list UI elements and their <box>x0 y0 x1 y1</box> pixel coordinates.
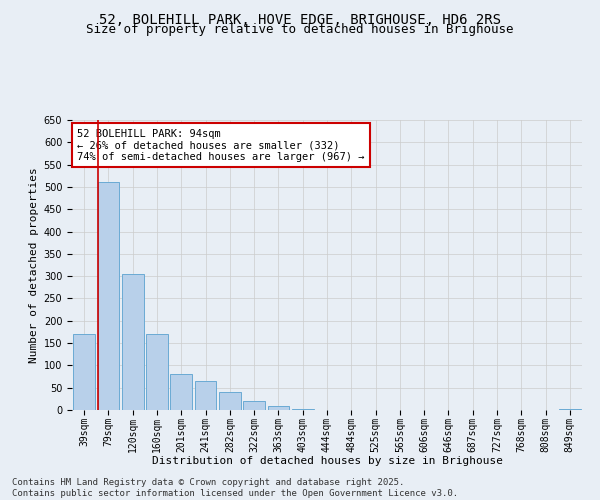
Bar <box>122 274 143 410</box>
Bar <box>292 408 314 410</box>
Text: Contains HM Land Registry data © Crown copyright and database right 2025.
Contai: Contains HM Land Registry data © Crown c… <box>12 478 458 498</box>
Bar <box>146 334 168 410</box>
Y-axis label: Number of detached properties: Number of detached properties <box>29 167 40 363</box>
Bar <box>219 392 241 410</box>
Bar <box>73 334 95 410</box>
Bar <box>559 408 581 410</box>
Bar <box>268 406 289 410</box>
Text: 52, BOLEHILL PARK, HOVE EDGE, BRIGHOUSE, HD6 2RS: 52, BOLEHILL PARK, HOVE EDGE, BRIGHOUSE,… <box>99 12 501 26</box>
X-axis label: Distribution of detached houses by size in Brighouse: Distribution of detached houses by size … <box>151 456 503 466</box>
Bar <box>194 381 217 410</box>
Bar <box>97 182 119 410</box>
Bar <box>243 401 265 410</box>
Text: Size of property relative to detached houses in Brighouse: Size of property relative to detached ho… <box>86 22 514 36</box>
Bar <box>170 374 192 410</box>
Text: 52 BOLEHILL PARK: 94sqm
← 26% of detached houses are smaller (332)
74% of semi-d: 52 BOLEHILL PARK: 94sqm ← 26% of detache… <box>77 128 365 162</box>
